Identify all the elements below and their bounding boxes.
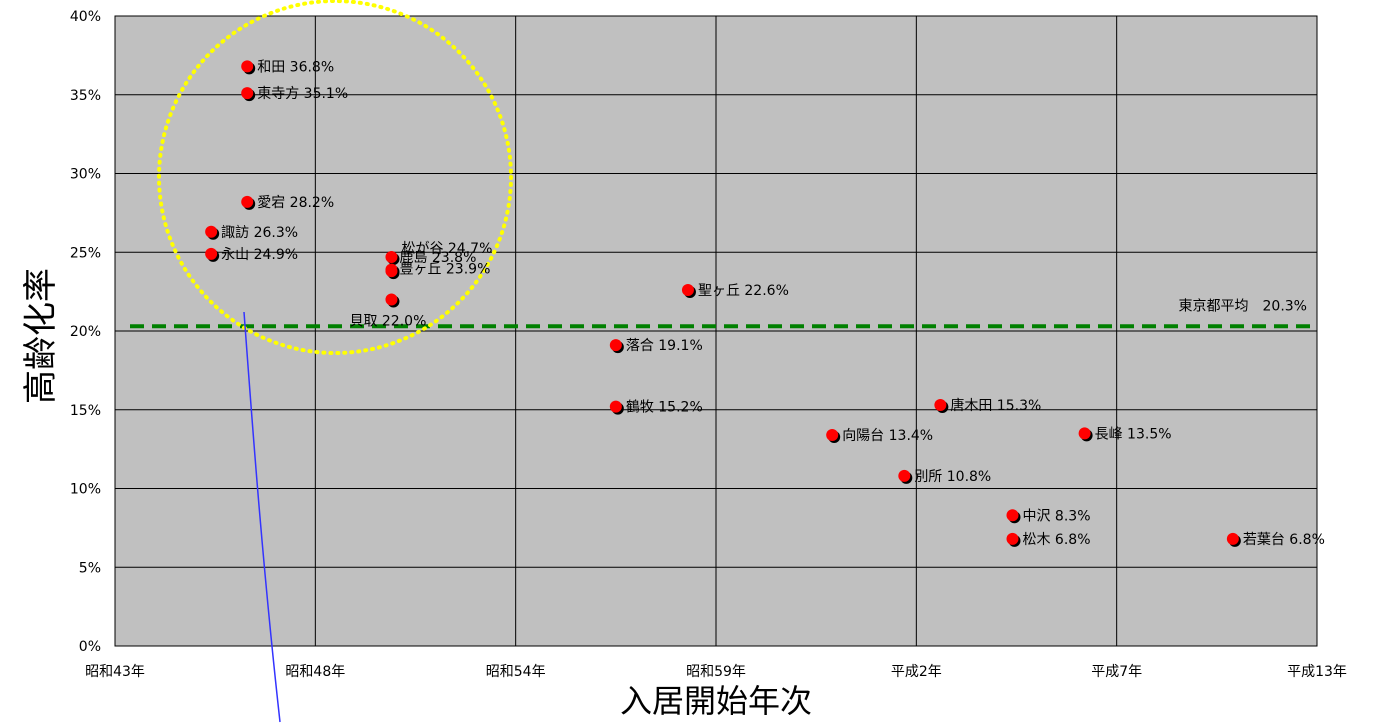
point-label: 東寺方 35.1% bbox=[257, 86, 348, 102]
point-label: 別所 10.8% bbox=[914, 469, 991, 485]
data-point bbox=[385, 293, 398, 306]
highlight-circle-group bbox=[157, 0, 513, 723]
grid-lines bbox=[115, 16, 1317, 646]
y-tick-label: 25% bbox=[70, 245, 101, 261]
y-tick-label: 30% bbox=[70, 167, 101, 183]
data-point bbox=[898, 469, 911, 482]
point-label: 落合 19.1% bbox=[626, 338, 703, 354]
pointer-line bbox=[243, 311, 281, 723]
y-axis-title: 高齢化率 bbox=[21, 268, 61, 404]
point-label: 向陽台 13.4% bbox=[842, 428, 933, 444]
data-point bbox=[1006, 509, 1019, 522]
y-tick-label: 10% bbox=[70, 482, 101, 498]
data-point bbox=[826, 428, 839, 441]
data-point bbox=[1226, 532, 1239, 545]
data-point bbox=[241, 60, 254, 73]
point-label: 貝取 22.0% bbox=[349, 314, 426, 330]
highlight-circle bbox=[157, 0, 513, 355]
x-tick-label: 昭和48年 bbox=[285, 664, 345, 680]
x-axis-title: 入居開始年次 bbox=[620, 682, 812, 720]
point-label: 中沢 8.3% bbox=[1022, 508, 1090, 524]
y-tick-label: 40% bbox=[70, 9, 101, 25]
data-point bbox=[241, 87, 254, 100]
y-axis-ticks: 0% 5% 10% 15% 20% 25% 30% 35% 40% bbox=[70, 9, 101, 655]
data-point bbox=[385, 250, 398, 263]
x-tick-label: 平成7年 bbox=[1091, 664, 1142, 680]
x-tick-label: 平成13年 bbox=[1287, 664, 1347, 680]
x-tick-label: 昭和54年 bbox=[486, 664, 546, 680]
data-point bbox=[1006, 532, 1019, 545]
reference-line-group: 東京都平均 20.3% bbox=[130, 298, 1317, 329]
point-label: 唐木田 15.3% bbox=[950, 397, 1041, 414]
point-label: 諏訪 26.3% bbox=[221, 225, 298, 241]
y-tick-label: 20% bbox=[70, 324, 101, 340]
y-tick-label: 5% bbox=[79, 560, 101, 576]
data-point bbox=[205, 247, 218, 260]
data-point bbox=[609, 339, 622, 352]
y-tick-label: 15% bbox=[70, 403, 101, 419]
data-point bbox=[205, 225, 218, 238]
x-tick-label: 昭和59年 bbox=[686, 664, 746, 680]
point-label: 和田 36.8% bbox=[257, 59, 334, 75]
point-label: 若葉台 6.8% bbox=[1243, 532, 1325, 548]
data-point bbox=[241, 195, 254, 208]
data-point bbox=[385, 265, 398, 278]
data-point bbox=[681, 284, 694, 297]
data-points: 和田 36.8% 東寺方 35.1% 愛宕 28.2% 諏訪 26.3% 永山 24.9… bbox=[205, 59, 1325, 548]
point-label: 松が谷 24.7% bbox=[401, 241, 492, 257]
point-label: 長峰 13.5% bbox=[1095, 426, 1172, 442]
y-tick-label: 35% bbox=[70, 88, 101, 104]
point-label: 豊ヶ丘 23.9% bbox=[399, 262, 490, 278]
data-point bbox=[1078, 427, 1091, 440]
point-label: 聖ヶ丘 22.6% bbox=[698, 283, 789, 299]
point-label: 松木 6.8% bbox=[1022, 532, 1090, 548]
point-label: 鹿島 23.8% bbox=[399, 249, 476, 266]
x-tick-label: 昭和43年 bbox=[85, 664, 145, 680]
y-tick-label: 0% bbox=[79, 639, 101, 655]
data-point bbox=[934, 399, 947, 412]
point-label: 鶴牧 15.2% bbox=[626, 399, 703, 416]
reference-line-label: 東京都平均 20.3% bbox=[1179, 298, 1307, 314]
point-label: 永山 24.9% bbox=[221, 247, 298, 263]
data-point bbox=[609, 400, 622, 413]
point-label: 愛宕 28.2% bbox=[257, 195, 334, 211]
x-axis-ticks: 昭和43年 昭和48年 昭和54年 昭和59年 平成2年 平成7年 平成13年 bbox=[85, 664, 1347, 680]
x-tick-label: 平成2年 bbox=[891, 664, 942, 680]
